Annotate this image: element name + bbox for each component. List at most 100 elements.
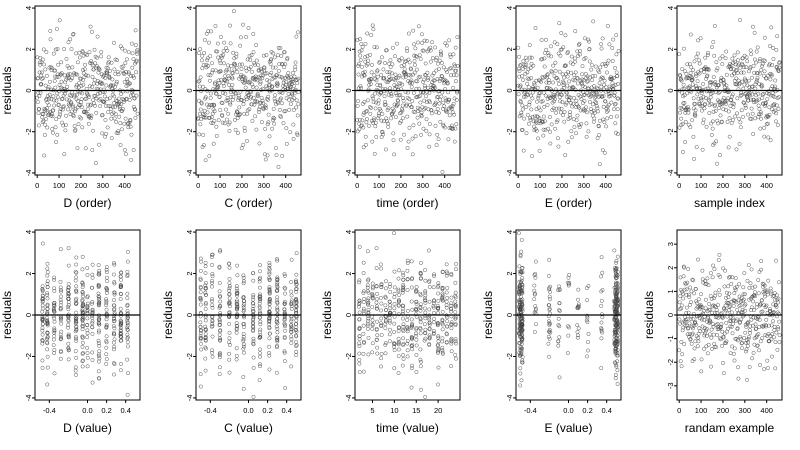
data-point xyxy=(388,65,393,70)
data-point xyxy=(436,365,441,370)
data-point xyxy=(697,313,702,318)
data-point xyxy=(551,106,556,111)
data-point xyxy=(119,322,123,327)
data-point xyxy=(701,318,706,322)
data-point xyxy=(63,80,68,85)
data-point xyxy=(87,84,92,89)
data-point xyxy=(79,105,84,110)
data-point xyxy=(125,357,130,362)
data-point xyxy=(204,292,208,297)
data-point xyxy=(231,9,236,14)
data-point xyxy=(713,109,718,113)
data-point xyxy=(540,57,545,61)
data-point xyxy=(678,110,682,115)
data-point xyxy=(615,284,620,289)
data-point xyxy=(251,301,256,306)
data-point xyxy=(439,94,444,99)
data-point xyxy=(412,59,417,64)
data-point xyxy=(517,330,522,335)
data-point xyxy=(227,340,232,345)
data-point xyxy=(55,46,60,51)
data-point xyxy=(591,108,596,113)
data-point xyxy=(729,324,734,329)
data-point xyxy=(436,89,441,94)
data-point xyxy=(585,354,589,359)
data-point xyxy=(599,274,603,279)
data-point xyxy=(725,89,730,94)
data-point xyxy=(547,319,551,324)
data-point xyxy=(755,76,760,80)
data-point xyxy=(231,71,235,76)
data-point xyxy=(557,69,562,74)
data-point xyxy=(112,85,117,89)
data-point xyxy=(746,263,751,268)
data-point xyxy=(243,76,248,81)
data-point xyxy=(613,376,618,381)
data-point xyxy=(518,254,523,259)
y-tick-label: 0 xyxy=(344,88,353,92)
data-point xyxy=(119,127,124,132)
data-point xyxy=(119,320,124,325)
data-point xyxy=(589,63,594,68)
data-point xyxy=(373,91,378,96)
data-point xyxy=(258,327,263,332)
data-point xyxy=(704,124,709,129)
data-point xyxy=(89,113,94,118)
data-point xyxy=(131,148,136,152)
data-point xyxy=(445,296,450,300)
data-point xyxy=(598,118,602,123)
data-point xyxy=(729,63,734,68)
data-point xyxy=(47,79,52,84)
data-point xyxy=(689,289,694,294)
data-point xyxy=(422,330,427,335)
data-point xyxy=(405,114,410,119)
data-point xyxy=(370,323,375,327)
data-point xyxy=(214,124,219,129)
data-point xyxy=(517,264,522,269)
data-point xyxy=(270,84,275,89)
data-point xyxy=(42,133,47,137)
data-point xyxy=(234,284,239,289)
data-point xyxy=(276,101,281,106)
data-point xyxy=(394,103,399,108)
y-tick-label: 0 xyxy=(24,313,33,317)
data-point xyxy=(583,71,588,76)
data-point xyxy=(375,74,380,79)
data-point xyxy=(85,322,90,327)
data-point xyxy=(710,119,715,124)
data-point xyxy=(370,62,374,67)
data-point xyxy=(275,280,280,285)
data-point xyxy=(610,76,614,81)
data-point xyxy=(766,278,771,283)
data-point xyxy=(556,339,561,344)
x-tick-label: 400 xyxy=(760,181,773,190)
data-point xyxy=(518,353,523,358)
x-axis-title: D (value) xyxy=(63,421,112,435)
data-point xyxy=(271,51,276,56)
data-point xyxy=(98,104,103,109)
x-axis-title: time (value) xyxy=(376,421,439,435)
data-point xyxy=(124,57,129,62)
data-point xyxy=(68,100,73,104)
data-point xyxy=(399,110,404,115)
data-point xyxy=(718,274,723,279)
data-point xyxy=(724,339,729,344)
x-tick-label: 200 xyxy=(717,181,730,190)
data-point xyxy=(756,70,760,75)
data-point xyxy=(695,344,700,349)
data-point xyxy=(266,112,271,117)
data-point xyxy=(217,323,222,327)
data-point xyxy=(517,54,521,59)
data-point xyxy=(745,377,749,382)
data-point xyxy=(201,63,206,68)
data-point xyxy=(381,76,386,81)
data-point xyxy=(542,64,547,69)
data-point xyxy=(118,291,123,296)
y-tick-label: 2 xyxy=(344,271,353,275)
data-point xyxy=(70,105,75,109)
data-point xyxy=(374,246,379,251)
data-point xyxy=(385,70,390,75)
data-point xyxy=(365,117,369,121)
data-point xyxy=(357,357,362,362)
data-point xyxy=(401,277,406,282)
